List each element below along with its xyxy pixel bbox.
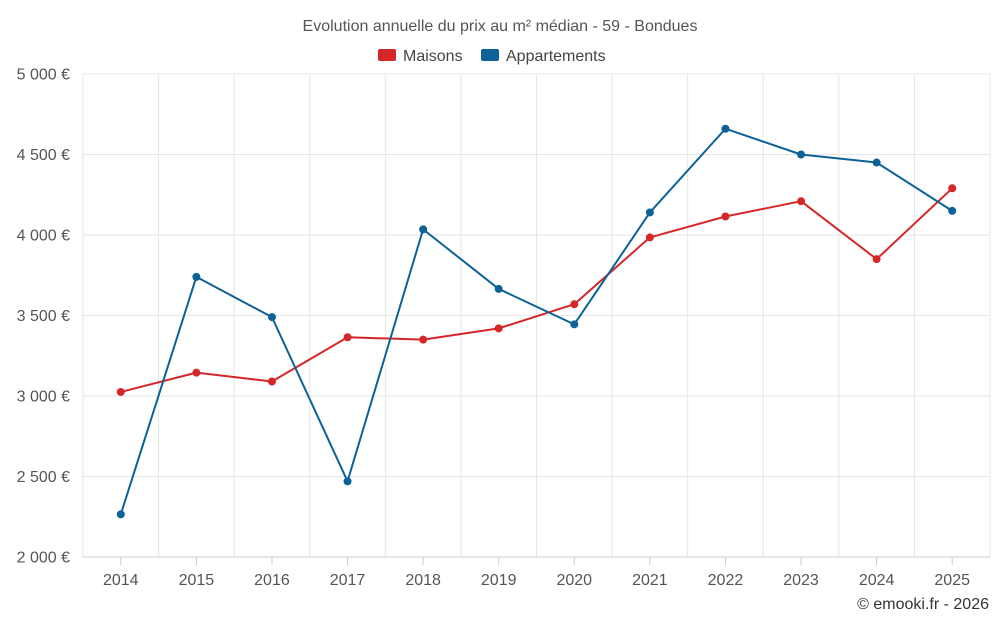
x-tick-label: 2016 — [254, 572, 290, 589]
data-point-appartements[interactable] — [872, 158, 881, 167]
legend-swatch-maisons — [378, 49, 396, 61]
legend-label-maisons[interactable]: Maisons — [403, 48, 463, 65]
data-point-appartements[interactable] — [948, 206, 957, 215]
data-point-maisons[interactable] — [267, 377, 276, 386]
credit-text: © emooki.fr - 2026 — [857, 596, 989, 613]
data-point-appartements[interactable] — [570, 320, 579, 329]
x-tick-label: 2019 — [481, 572, 517, 589]
data-point-maisons[interactable] — [872, 255, 881, 264]
data-point-maisons[interactable] — [494, 324, 503, 333]
series-line-maisons — [120, 187, 953, 393]
x-tick-label: 2015 — [179, 572, 215, 589]
x-tick-label: 2024 — [859, 572, 895, 589]
data-point-maisons[interactable] — [645, 233, 654, 242]
series-appartements — [116, 124, 957, 519]
x-axis: 2014 2015 2016 2017 2018 2019 2020 2021 2022 2023… — [83, 556, 990, 589]
data-point-maisons[interactable] — [797, 197, 806, 206]
data-point-maisons[interactable] — [343, 333, 352, 342]
data-point-appartements[interactable] — [645, 208, 654, 217]
y-tick-label: 3 000 € — [17, 389, 70, 406]
y-axis: 2 000 € 2 500 € 3 000 € 3 500 € 4 000 € 4 500… — [17, 67, 70, 567]
y-tick-label: 2 000 € — [17, 550, 70, 567]
data-point-appartements[interactable] — [192, 272, 201, 281]
x-tick-label: 2014 — [103, 572, 139, 589]
data-point-maisons[interactable] — [192, 368, 201, 377]
data-point-maisons[interactable] — [419, 335, 428, 344]
data-point-appartements[interactable] — [721, 124, 730, 133]
x-tick-label: 2022 — [708, 572, 744, 589]
y-tick-label: 4 000 € — [17, 228, 70, 245]
y-tick-label: 3 500 € — [17, 308, 70, 325]
legend-label-appartements[interactable]: Appartements — [506, 48, 606, 65]
x-tick-label: 2023 — [783, 572, 819, 589]
x-tick-label: 2017 — [330, 572, 366, 589]
data-point-appartements[interactable] — [494, 284, 503, 293]
data-point-maisons[interactable] — [116, 387, 125, 396]
legend: Maisons Appartements — [378, 48, 606, 65]
x-tick-label: 2021 — [632, 572, 668, 589]
data-point-appartements[interactable] — [116, 510, 125, 519]
y-tick-label: 4 500 € — [17, 147, 70, 164]
data-point-appartements[interactable] — [419, 225, 428, 234]
chart-title: Evolution annuelle du prix au m² médian … — [303, 18, 698, 35]
y-tick-label: 5 000 € — [17, 67, 70, 84]
data-point-appartements[interactable] — [797, 150, 806, 159]
x-tick-label: 2018 — [405, 572, 441, 589]
x-tick-label: 2025 — [934, 572, 970, 589]
y-tick-label: 2 500 € — [17, 469, 70, 486]
series-layer — [116, 124, 957, 519]
x-tick-label: 2020 — [556, 572, 592, 589]
data-point-maisons[interactable] — [570, 300, 579, 309]
series-line-appartements — [119, 127, 953, 515]
data-point-maisons[interactable] — [948, 184, 957, 193]
data-point-appartements[interactable] — [267, 313, 276, 322]
data-point-maisons[interactable] — [721, 212, 730, 221]
legend-swatch-appartements — [481, 49, 499, 61]
data-point-appartements[interactable] — [343, 477, 352, 486]
series-maisons — [116, 184, 957, 396]
